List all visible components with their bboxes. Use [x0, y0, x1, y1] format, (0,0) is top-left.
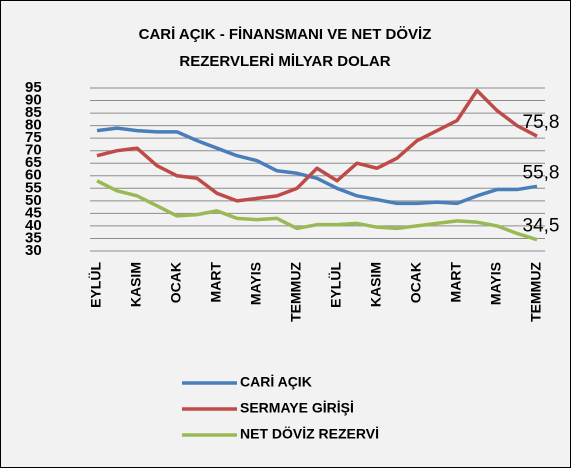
x-tick-label: TEMMUZ	[288, 262, 304, 322]
y-tick-label: 55	[25, 179, 42, 196]
series-line	[96, 88, 538, 203]
y-tick-label: 85	[25, 104, 42, 121]
x-tick-label: MAYIS	[248, 262, 264, 305]
y-tick-label: 65	[25, 154, 42, 171]
y-tick-label: 60	[25, 167, 42, 184]
x-tick-label: KASIM	[128, 262, 144, 307]
y-tick-label: 30	[25, 242, 42, 259]
y-tick-label: 70	[25, 142, 42, 159]
series-line	[96, 126, 538, 206]
y-tick-label: 45	[25, 204, 42, 221]
y-tick-label: 50	[25, 192, 42, 209]
x-tick-label: OCAK	[168, 262, 184, 303]
legend-label: NET DÖVİZ REZERVİ	[240, 426, 379, 442]
legend-label: CARİ AÇIK	[240, 374, 312, 390]
x-tick-label: MAYIS	[488, 262, 504, 305]
x-tick-label: MART	[208, 262, 224, 303]
legend-label: SERMAYE GİRİŞİ	[240, 400, 354, 416]
x-tick-label: OCAK	[408, 262, 424, 303]
data-label: 34,5	[523, 216, 560, 237]
x-tick-label: TEMMUZ	[528, 262, 544, 322]
y-tick-label: 40	[25, 217, 42, 234]
chart-title: REZERVLERİ MİLYAR DOLAR	[179, 53, 390, 70]
x-tick-label: MART	[448, 262, 464, 303]
x-tick-label: KASIM	[368, 262, 384, 307]
y-tick-label: 80	[25, 117, 42, 134]
y-tick-label: 35	[25, 229, 42, 246]
x-tick-label: EYLÜL	[88, 262, 104, 308]
data-label: 75,8	[523, 112, 560, 133]
y-tick-label: 90	[25, 92, 42, 109]
y-tick-label: 75	[25, 129, 42, 146]
data-label: 55,8	[523, 162, 560, 183]
chart-title: CARİ AÇIK - FİNANSMANI VE NET DÖVİZ	[139, 26, 432, 43]
series-line	[96, 179, 538, 242]
y-tick-label: 95	[25, 79, 42, 96]
x-tick-label: EYLÜL	[328, 262, 344, 308]
